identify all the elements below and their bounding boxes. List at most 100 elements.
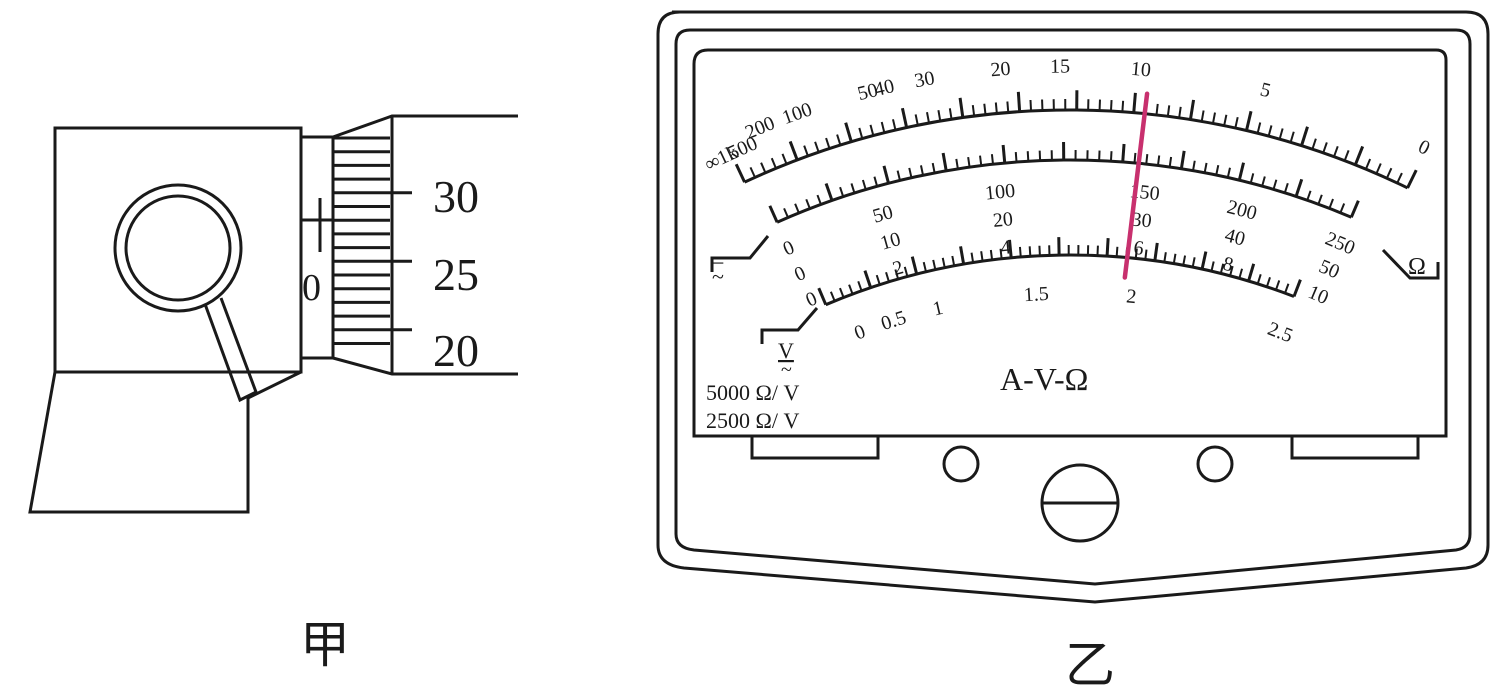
dc-10-label: 4 (1000, 236, 1012, 259)
ac-scale-tick (1018, 246, 1022, 258)
ac-scale-tick (1172, 253, 1177, 264)
ac-scale-tick (922, 261, 927, 273)
ohm-scale-tick (760, 162, 767, 174)
dc-scale-tick (1226, 167, 1231, 178)
dc-scale-tick (941, 152, 948, 171)
ac-scale-tick (1275, 280, 1281, 291)
ac-scale-tick (999, 248, 1003, 259)
dc-symbol: = (712, 248, 724, 273)
meter-pointer (1122, 91, 1150, 280)
ohm-scale-tick (1178, 106, 1182, 118)
ohm-scale-tick (1406, 169, 1418, 189)
ohm-scale-tick (1364, 158, 1372, 170)
ac-scale-tick (932, 259, 937, 270)
ohm-scale-tick (994, 102, 998, 114)
magnifier-outer (113, 183, 243, 313)
dc-scale-tick (816, 194, 822, 205)
dc-scale-tick (990, 154, 994, 165)
ohm-scale-tick (1200, 110, 1205, 122)
micrometer-frame-lower (28, 370, 302, 514)
ac-scale-tick (1200, 251, 1208, 270)
thimble-label-30: 30 (433, 171, 479, 222)
ohm-scale-tick (1211, 112, 1216, 124)
ohm-scale-tick (844, 122, 853, 143)
ohm-scale-tick (948, 108, 953, 120)
dc-scale-tick (1249, 173, 1255, 184)
ac-scale-tick (1210, 261, 1215, 272)
ohm-scale-label: 30 (913, 67, 937, 92)
ohm-scale-label: 20 (990, 58, 1012, 82)
ohm-scale-tick (1132, 92, 1137, 113)
ac-scale-label: 0 (851, 320, 868, 344)
ac-scale-tick (1134, 248, 1138, 259)
dc-scale-tick (873, 176, 879, 187)
ac-scale-tick (1007, 239, 1013, 258)
dc-scale-tick (1192, 160, 1196, 171)
dc-scale-tick (783, 207, 789, 218)
ohm-scale-tick (914, 114, 919, 126)
dc-50-label: 40 (1223, 224, 1248, 250)
ohm-scale-tick (1006, 101, 1010, 113)
ohm-scale-tick (869, 124, 875, 136)
ac-scale-tick (903, 266, 909, 277)
ohm-scale-tick (788, 140, 799, 161)
ohm-scale-tick (1396, 172, 1403, 184)
ac-scale-tick (1182, 255, 1187, 266)
dc-scale-tick (1168, 156, 1173, 168)
dc-scale-tick (1283, 182, 1289, 194)
dc-250-label: 250 (1322, 228, 1358, 260)
ohm-scale-tick (734, 163, 746, 183)
ohm-scale-tick (1256, 122, 1262, 134)
dc-scale-tick (1145, 154, 1149, 165)
dc-50-label: 20 (992, 208, 1014, 232)
dc-scale-tick (1001, 144, 1007, 164)
ohm-scale-tick (1385, 167, 1393, 179)
ac-scale-tick (951, 255, 956, 267)
ohm-scale-tick (770, 157, 777, 169)
meter-screw-right (1196, 445, 1234, 483)
ac-scale-tick (1105, 238, 1110, 257)
dial-foot-right (1290, 434, 1420, 460)
ac-scale-label: 2 (1125, 285, 1137, 308)
figure-label-left: 甲 (300, 617, 350, 673)
dc-scale-tick (1215, 165, 1220, 176)
ohm-scale-tick (1234, 117, 1239, 129)
sensitivity-dc: 5000 Ω/ V (706, 380, 799, 405)
dc-scale-tick (908, 167, 913, 178)
dc-scale-tick (1328, 198, 1334, 209)
ac-symbol: ~ (712, 264, 724, 289)
ac-scale-tick (817, 287, 828, 306)
dc-10-label: 6 (1132, 237, 1144, 260)
dc-scale-tick (1179, 150, 1186, 169)
sensitivity-ac: 2500 Ω/ V (706, 408, 799, 433)
ohm-scale-tick (858, 127, 864, 139)
ohm-scale-tick (983, 103, 987, 115)
ohm-scale-tick (937, 109, 942, 122)
ac-scale-tick (941, 257, 946, 268)
ohm-scale-label: 10 (1130, 58, 1152, 82)
dc-scale-tick (919, 165, 924, 176)
thimble-label-20: 20 (433, 325, 479, 376)
meter-case-inner (674, 28, 1472, 586)
dc-scale-tick (931, 162, 936, 174)
micrometer-thimble (332, 114, 518, 376)
dc-scale-tick (1294, 178, 1304, 197)
ac-scale-tick (980, 251, 984, 262)
ohm-scale-label: 100 (779, 98, 815, 129)
magnifier-inner (124, 194, 232, 302)
ohm-scale-label: 5 (1258, 79, 1273, 103)
dc-scale-tick (1339, 203, 1346, 214)
ohm-scale-tick (1333, 145, 1339, 158)
ac-end-bracket (760, 307, 819, 344)
ohm-scale-tick (1353, 145, 1365, 166)
dc-50-label: 50 (1316, 255, 1343, 283)
thimble-label-25: 25 (433, 249, 479, 300)
ac-scale-tick (1144, 249, 1148, 260)
ac-scale-tick (1153, 242, 1159, 261)
ohm-scale-tick (892, 119, 897, 131)
micrometer-frame (53, 126, 303, 374)
figure-label-right: 乙 (1065, 637, 1115, 693)
dc-10-label: 0 (803, 287, 821, 311)
